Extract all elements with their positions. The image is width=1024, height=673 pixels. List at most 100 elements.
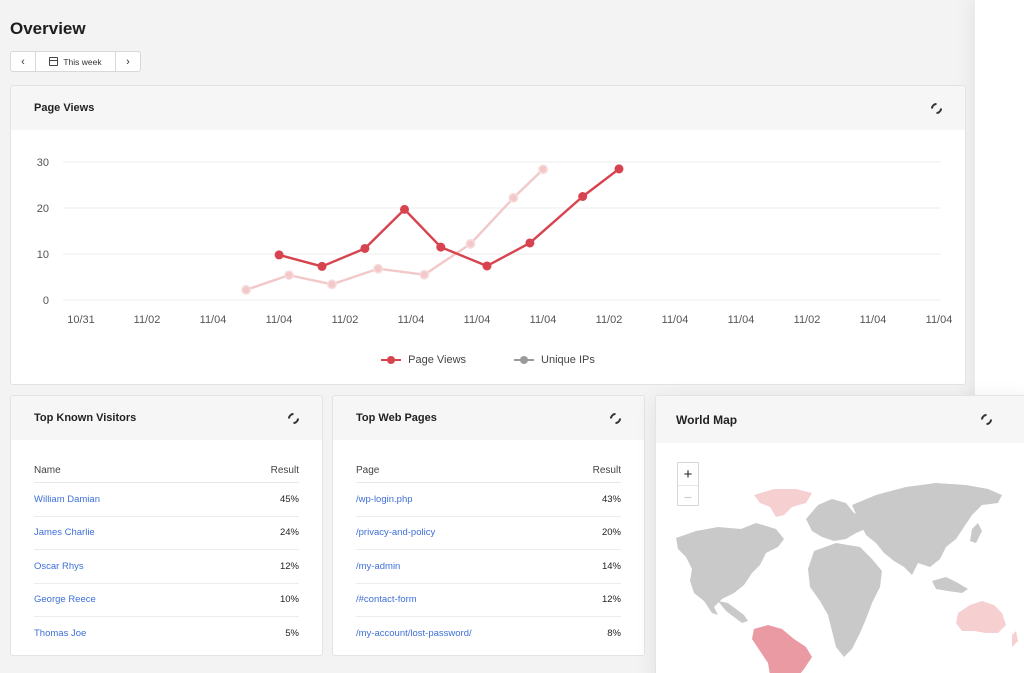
data-point xyxy=(525,238,535,248)
data-point xyxy=(578,192,588,201)
x-tick-label: 11/02 xyxy=(134,314,161,326)
data-point xyxy=(508,192,519,203)
top-visitors-table: Name Result William Damian 45% James Cha… xyxy=(11,440,322,651)
page-link[interactable]: /my-admin xyxy=(356,560,401,572)
legend-label-unique-ips: Unique IPs xyxy=(541,354,595,366)
visitor-result: 10% xyxy=(279,594,299,606)
visitor-link[interactable]: William Damian xyxy=(34,493,100,505)
table-row: James Charlie 24% xyxy=(34,517,299,550)
date-range-selector: ‹ This week › xyxy=(10,51,141,72)
legend-label-page-views: Page Views xyxy=(408,354,467,366)
data-point xyxy=(436,242,446,252)
x-tick-label: 11/04 xyxy=(266,314,293,326)
refresh-icon[interactable] xyxy=(607,410,624,426)
data-point xyxy=(274,250,284,260)
page-link[interactable]: /my-account/lost-password/ xyxy=(356,628,472,640)
page-result: 14% xyxy=(601,560,621,572)
refresh-icon[interactable] xyxy=(928,100,945,116)
series-line-unique-ips xyxy=(245,168,544,292)
australia-region[interactable] xyxy=(956,601,1006,633)
data-point xyxy=(400,204,409,214)
table-row: /my-account/lost-password/ 8% xyxy=(356,617,621,651)
zoom-in-button[interactable]: + xyxy=(683,465,693,483)
refresh-icon[interactable] xyxy=(978,411,995,428)
table-row: George Reece 10% xyxy=(34,584,299,617)
world-map-title: World Map xyxy=(676,412,738,427)
new-zealand-region[interactable] xyxy=(1012,631,1018,647)
top-pages-title: Top Web Pages xyxy=(356,412,437,424)
central-america-region[interactable] xyxy=(718,601,748,623)
data-point xyxy=(373,263,384,274)
data-point xyxy=(465,238,476,249)
visitor-result: 24% xyxy=(279,527,299,539)
top-pages-card: Top Web Pages Page Result /wp-login.php … xyxy=(332,395,645,656)
x-tick-label: 11/04 xyxy=(860,314,887,326)
calendar-icon xyxy=(49,57,59,66)
zoom-out-button[interactable]: − xyxy=(678,485,698,507)
x-tick-label: 11/02 xyxy=(794,314,821,326)
page-link[interactable]: /privacy-and-policy xyxy=(356,527,436,539)
x-tick-label: 11/02 xyxy=(332,314,359,326)
top-pages-header: Top Web Pages xyxy=(333,396,644,440)
data-point xyxy=(614,164,624,174)
table-row: Oscar Rhys 12% xyxy=(34,550,299,584)
legend-marker-page-views xyxy=(381,355,402,365)
refresh-icon[interactable] xyxy=(285,410,302,426)
data-point xyxy=(317,261,327,271)
y-tick-label: 10 xyxy=(37,249,49,261)
page-views-card: Page Views 0 10 20 30 10/31 11/02 11/04 11/04 11… xyxy=(10,85,966,385)
page-title: Overview xyxy=(10,19,86,38)
greenland-region[interactable] xyxy=(754,489,812,517)
page-views-chart: 0 10 20 30 10/31 11/02 11/04 11/04 11/02 11/04 11/… xyxy=(37,157,953,326)
visitor-link[interactable]: James Charlie xyxy=(34,527,95,539)
date-range-label: This week xyxy=(63,56,102,67)
world-map-header: World Map xyxy=(656,396,1024,443)
data-point xyxy=(284,270,294,281)
japan-region[interactable] xyxy=(970,523,982,543)
page-link[interactable]: /wp-login.php xyxy=(356,493,413,505)
x-tick-label: 11/02 xyxy=(596,314,623,326)
asia-region[interactable] xyxy=(852,483,1002,575)
data-point xyxy=(360,243,370,253)
europe-region[interactable] xyxy=(806,499,870,541)
legend-item-unique-ips[interactable]: Unique IPs xyxy=(514,354,595,366)
page-result: 43% xyxy=(601,493,621,505)
prev-period-button[interactable]: ‹ xyxy=(21,55,25,68)
visitor-link[interactable]: Thomas Joe xyxy=(34,628,87,640)
south-america-region[interactable] xyxy=(752,625,812,673)
data-point xyxy=(482,261,492,271)
table-row: /privacy-and-policy 20% xyxy=(356,517,621,550)
x-tick-label: 11/04 xyxy=(530,314,557,326)
col-result-header: Result xyxy=(592,464,621,476)
top-visitors-title: Top Known Visitors xyxy=(34,412,137,424)
world-map[interactable] xyxy=(656,443,1024,673)
southeast-asia-region[interactable] xyxy=(932,577,968,593)
north-america-region[interactable] xyxy=(676,523,784,615)
visitor-result: 12% xyxy=(279,560,299,572)
visitor-link[interactable]: George Reece xyxy=(34,594,96,606)
visitor-result: 5% xyxy=(285,628,299,640)
visitor-link[interactable]: Oscar Rhys xyxy=(34,560,84,572)
world-map-card: World Map + − xyxy=(655,395,1024,673)
table-row: /#contact-form 12% xyxy=(356,584,621,617)
top-visitors-header: Top Known Visitors xyxy=(11,396,322,440)
legend-item-page-views[interactable]: Page Views xyxy=(381,354,466,366)
x-tick-label: 11/04 xyxy=(662,314,689,326)
page-result: 8% xyxy=(607,628,621,640)
date-range-button[interactable]: This week xyxy=(35,52,116,71)
y-tick-label: 0 xyxy=(43,295,49,307)
page-link[interactable]: /#contact-form xyxy=(356,594,417,606)
x-tick-label: 11/04 xyxy=(464,314,491,326)
x-tick-label: 10/31 xyxy=(67,314,95,326)
col-result-header: Result xyxy=(270,464,299,476)
y-tick-label: 30 xyxy=(37,157,49,169)
data-point xyxy=(326,279,337,290)
next-period-button[interactable]: › xyxy=(126,55,130,68)
legend-marker-unique-ips xyxy=(514,355,535,365)
page-result: 12% xyxy=(601,594,621,606)
data-point xyxy=(538,164,549,175)
x-tick-label: 11/04 xyxy=(728,314,755,326)
x-tick-label: 11/04 xyxy=(926,314,953,326)
table-row: William Damian 45% xyxy=(34,483,299,517)
africa-region[interactable] xyxy=(808,543,882,657)
